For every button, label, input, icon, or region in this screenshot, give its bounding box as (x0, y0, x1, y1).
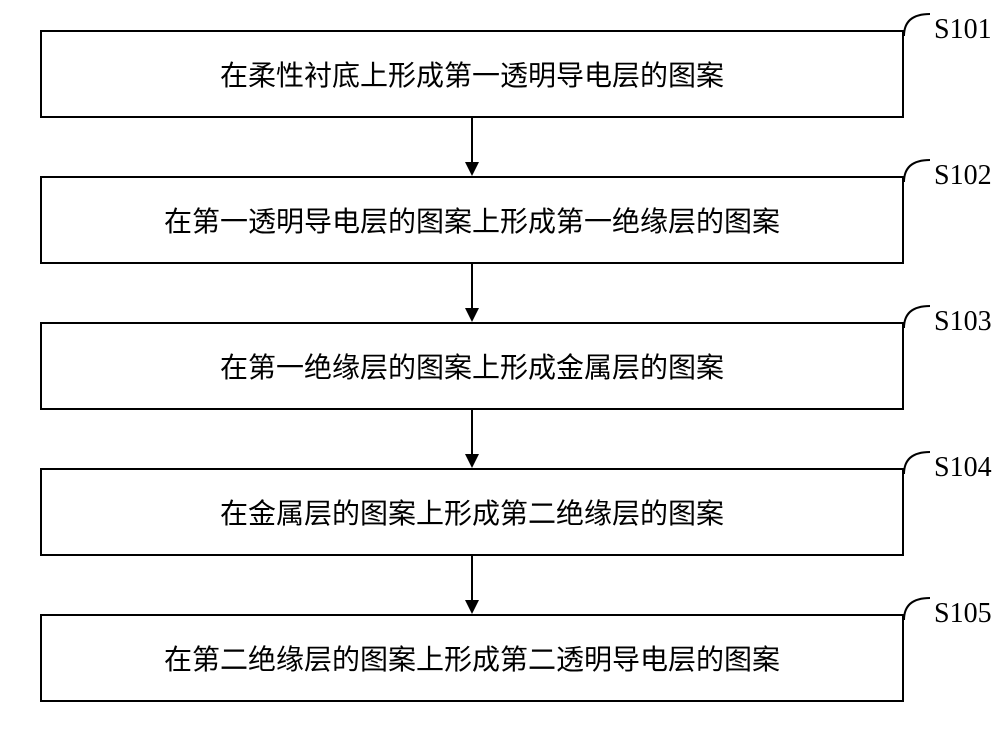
arrow-down (452, 410, 492, 470)
step-label: S101 (934, 14, 992, 46)
callout-line (902, 12, 932, 38)
callout-line (902, 304, 932, 330)
step-label: S103 (934, 306, 992, 338)
step-text: 在金属层的图案上形成第二绝缘层的图案 (220, 492, 724, 532)
step-box-3: 在第一绝缘层的图案上形成金属层的图案 (40, 322, 904, 410)
step-text: 在第一透明导电层的图案上形成第一绝缘层的图案 (164, 200, 780, 240)
flowchart-canvas: 在柔性衬底上形成第一透明导电层的图案 S101 在第一透明导电层的图案上形成第一绝缘… (0, 0, 1000, 734)
arrow-down (452, 118, 492, 178)
step-label: S105 (934, 598, 992, 630)
step-box-1: 在柔性衬底上形成第一透明导电层的图案 (40, 30, 904, 118)
step-box-4: 在金属层的图案上形成第二绝缘层的图案 (40, 468, 904, 556)
step-text: 在第二绝缘层的图案上形成第二透明导电层的图案 (164, 638, 780, 678)
step-text: 在柔性衬底上形成第一透明导电层的图案 (220, 54, 724, 94)
step-label: S104 (934, 452, 992, 484)
step-box-2: 在第一透明导电层的图案上形成第一绝缘层的图案 (40, 176, 904, 264)
callout-line (902, 158, 932, 184)
arrow-down (452, 556, 492, 616)
step-text: 在第一绝缘层的图案上形成金属层的图案 (220, 346, 724, 386)
step-box-5: 在第二绝缘层的图案上形成第二透明导电层的图案 (40, 614, 904, 702)
callout-line (902, 596, 932, 622)
callout-line (902, 450, 932, 476)
arrow-down (452, 264, 492, 324)
step-label: S102 (934, 160, 992, 192)
